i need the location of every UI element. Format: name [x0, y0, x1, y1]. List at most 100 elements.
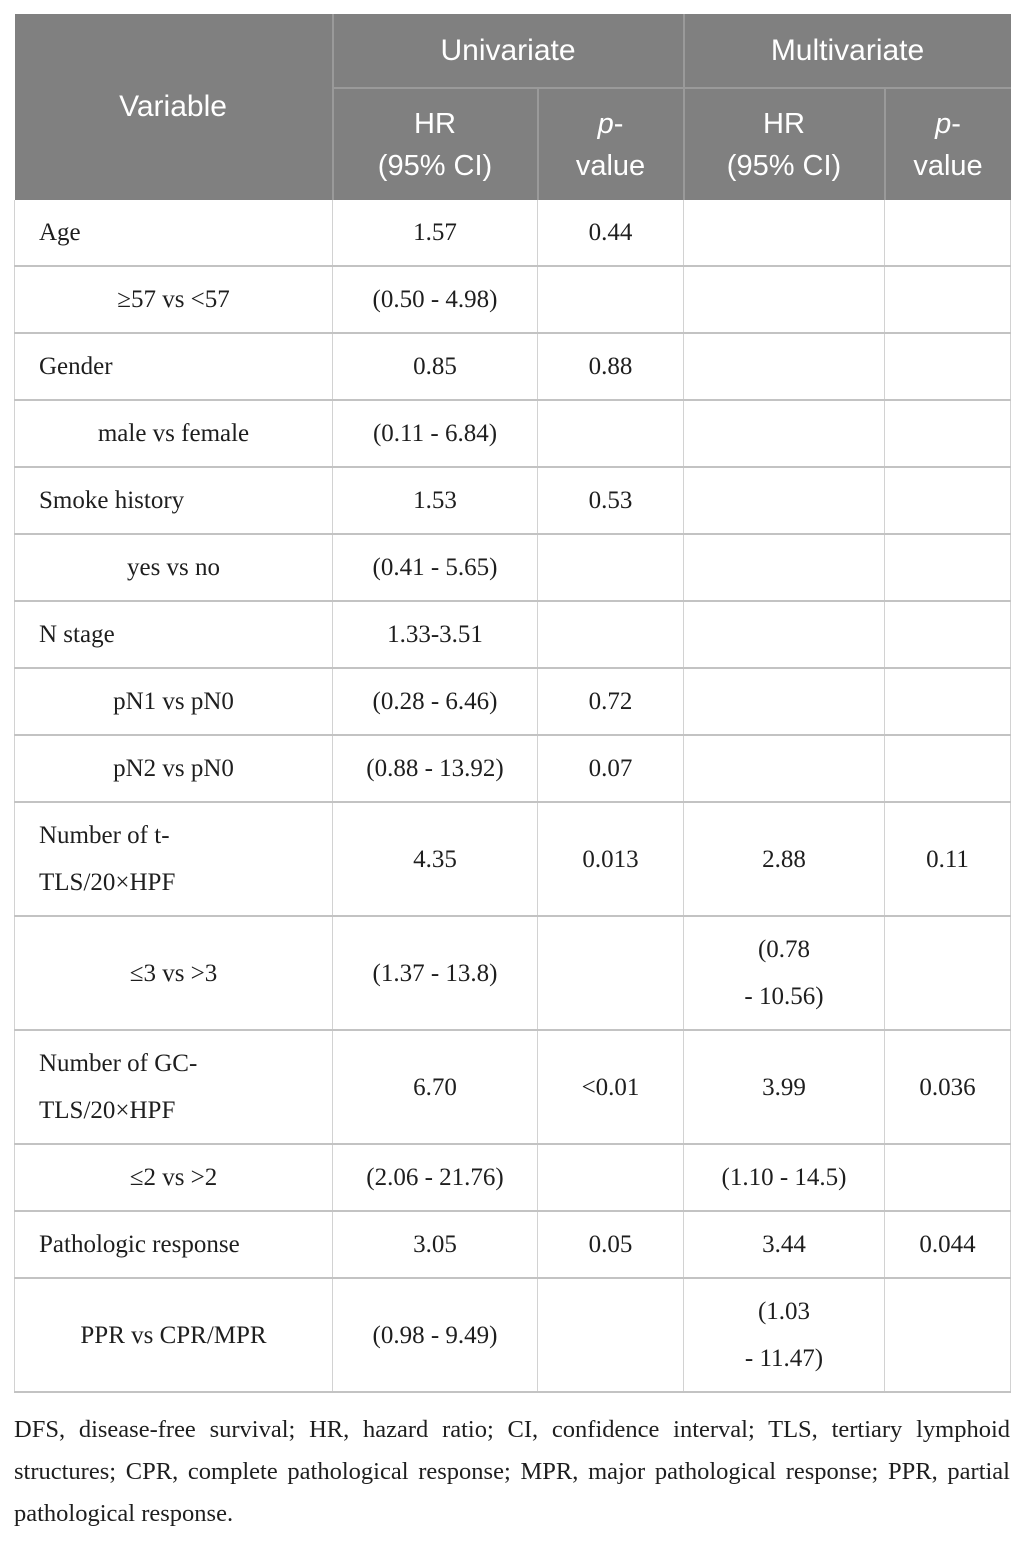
- cox-regression-table: Variable Univariate Multivariate HR (95% …: [14, 14, 1012, 1393]
- univariate-pvalue-header: p- value: [537, 88, 685, 200]
- multi-hr-cell: (0.78 - 10.56): [683, 915, 885, 1031]
- variable-cell: ≤3 vs >3: [14, 915, 333, 1031]
- table-body: Age 1.57 0.44 ≥57 vs <57 (0.50 - 4.98) G…: [14, 200, 1012, 1393]
- multi-p-cell: [883, 466, 1012, 535]
- uni-p-cell: [537, 533, 684, 602]
- multi-p-cell: [883, 734, 1012, 803]
- variable-cell: Number of t- TLS/20×HPF: [14, 801, 333, 917]
- multi-hr-cell: [683, 667, 885, 736]
- multivariate-hr-header: HR (95% CI): [683, 88, 886, 200]
- table-header: Variable Univariate Multivariate HR (95% …: [14, 14, 1011, 200]
- p-dash: -: [613, 107, 624, 140]
- multi-hr-cell: [683, 399, 885, 468]
- multi-p-cell: 0.036: [883, 1029, 1012, 1145]
- multi-p-cell: [883, 1143, 1012, 1212]
- uni-p-cell: [537, 600, 684, 669]
- multi-p-cell: [883, 915, 1012, 1031]
- uni-hr-cell: 3.05: [332, 1210, 538, 1279]
- uni-hr-cell: 0.85: [332, 332, 538, 401]
- hr-label: HR: [414, 107, 456, 140]
- uni-p-cell: [537, 265, 684, 334]
- uni-hr-cell: 1.33-3.51: [332, 600, 538, 669]
- variable-cell: Gender: [14, 332, 333, 401]
- footnote: DFS, disease-free survival; HR, hazard r…: [14, 1416, 1010, 1527]
- variable-cell: ≤2 vs >2: [14, 1143, 333, 1212]
- variable-cell: Smoke history: [14, 466, 333, 535]
- uni-p-cell: 0.88: [537, 332, 684, 401]
- multi-hr-cell: 3.99: [683, 1029, 885, 1145]
- uni-hr-cell: (1.37 - 13.8): [332, 915, 538, 1031]
- variable-cell: Number of GC- TLS/20×HPF: [14, 1029, 333, 1145]
- variable-cell: PPR vs CPR/MPR: [14, 1277, 333, 1393]
- uni-p-cell: <0.01: [537, 1029, 684, 1145]
- uni-hr-cell: (0.41 - 5.65): [332, 533, 538, 602]
- uni-hr-cell: 6.70: [332, 1029, 538, 1145]
- table-row: Pathologic response 3.05 0.05 3.44 0.044: [14, 1210, 1012, 1279]
- hr-label: HR: [763, 107, 805, 140]
- table-row: ≥57 vs <57 (0.50 - 4.98): [14, 265, 1012, 334]
- table-row: pN2 vs pN0 (0.88 - 13.92) 0.07: [14, 734, 1012, 803]
- multi-hr-cell: [683, 265, 885, 334]
- multi-hr-cell: [683, 734, 885, 803]
- univariate-group-header: Univariate: [332, 14, 685, 89]
- univariate-hr-header: HR (95% CI): [332, 88, 539, 200]
- multi-hr-cell: [683, 200, 885, 267]
- uni-p-cell: 0.013: [537, 801, 684, 917]
- multi-p-cell: [883, 600, 1012, 669]
- variable-cell: ≥57 vs <57: [14, 265, 333, 334]
- uni-hr-cell: (2.06 - 21.76): [332, 1143, 538, 1212]
- multi-hr-cell: [683, 466, 885, 535]
- uni-p-cell: 0.07: [537, 734, 684, 803]
- uni-hr-cell: (0.11 - 6.84): [332, 399, 538, 468]
- multi-hr-cell: [683, 533, 885, 602]
- uni-p-cell: [537, 1277, 684, 1393]
- multi-p-cell: [883, 667, 1012, 736]
- multivariate-pvalue-header: p- value: [884, 88, 1011, 200]
- table-row: pN1 vs pN0 (0.28 - 6.46) 0.72: [14, 667, 1012, 736]
- uni-hr-cell: 1.57: [332, 200, 538, 267]
- multi-p-cell: [883, 332, 1012, 401]
- table-row: ≤2 vs >2 (2.06 - 21.76) (1.10 - 14.5): [14, 1143, 1012, 1212]
- uni-hr-cell: (0.50 - 4.98): [332, 265, 538, 334]
- uni-hr-cell: (0.28 - 6.46): [332, 667, 538, 736]
- multi-p-cell: [883, 533, 1012, 602]
- variable-cell: Pathologic response: [14, 1210, 333, 1279]
- multi-p-cell: [883, 399, 1012, 468]
- variable-cell: pN2 vs pN0: [14, 734, 333, 803]
- table-row: N stage 1.33-3.51: [14, 600, 1012, 669]
- p-dash: -: [951, 107, 961, 140]
- multi-hr-cell: [683, 332, 885, 401]
- table-row: Gender 0.85 0.88: [14, 332, 1012, 401]
- uni-p-cell: 0.44: [537, 200, 684, 267]
- variable-cell: yes vs no: [14, 533, 333, 602]
- table-row: Age 1.57 0.44: [14, 200, 1012, 267]
- variable-cell: male vs female: [14, 399, 333, 468]
- multi-hr-cell: (1.03 - 11.47): [683, 1277, 885, 1393]
- multi-p-cell: 0.044: [883, 1210, 1012, 1279]
- uni-p-cell: [537, 399, 684, 468]
- table-row: Smoke history 1.53 0.53: [14, 466, 1012, 535]
- uni-p-cell: [537, 915, 684, 1031]
- multi-hr-cell: [683, 600, 885, 669]
- value-label: value: [575, 149, 646, 182]
- multi-hr-cell: (1.10 - 14.5): [683, 1143, 885, 1212]
- p-label: p: [597, 107, 614, 140]
- multi-hr-cell: 3.44: [683, 1210, 885, 1279]
- uni-p-cell: 0.53: [537, 466, 684, 535]
- variable-cell: N stage: [14, 600, 333, 669]
- multi-hr-cell: 2.88: [683, 801, 885, 917]
- uni-hr-cell: (0.98 - 9.49): [332, 1277, 538, 1393]
- variable-cell: pN1 vs pN0: [14, 667, 333, 736]
- ci-label: (95% CI): [726, 149, 842, 182]
- multi-p-cell: [883, 265, 1012, 334]
- table-row: PPR vs CPR/MPR (0.98 - 9.49) (1.03 - 11.…: [14, 1277, 1012, 1393]
- uni-p-cell: 0.72: [537, 667, 684, 736]
- variable-cell: Age: [14, 200, 333, 267]
- table-row: ≤3 vs >3 (1.37 - 13.8) (0.78 - 10.56): [14, 915, 1012, 1031]
- table-row: male vs female (0.11 - 6.84): [14, 399, 1012, 468]
- uni-p-cell: 0.05: [537, 1210, 684, 1279]
- table-row: Number of t- TLS/20×HPF 4.35 0.013 2.88 …: [14, 801, 1012, 917]
- variable-column-header: Variable: [14, 14, 334, 200]
- table-row: yes vs no (0.41 - 5.65): [14, 533, 1012, 602]
